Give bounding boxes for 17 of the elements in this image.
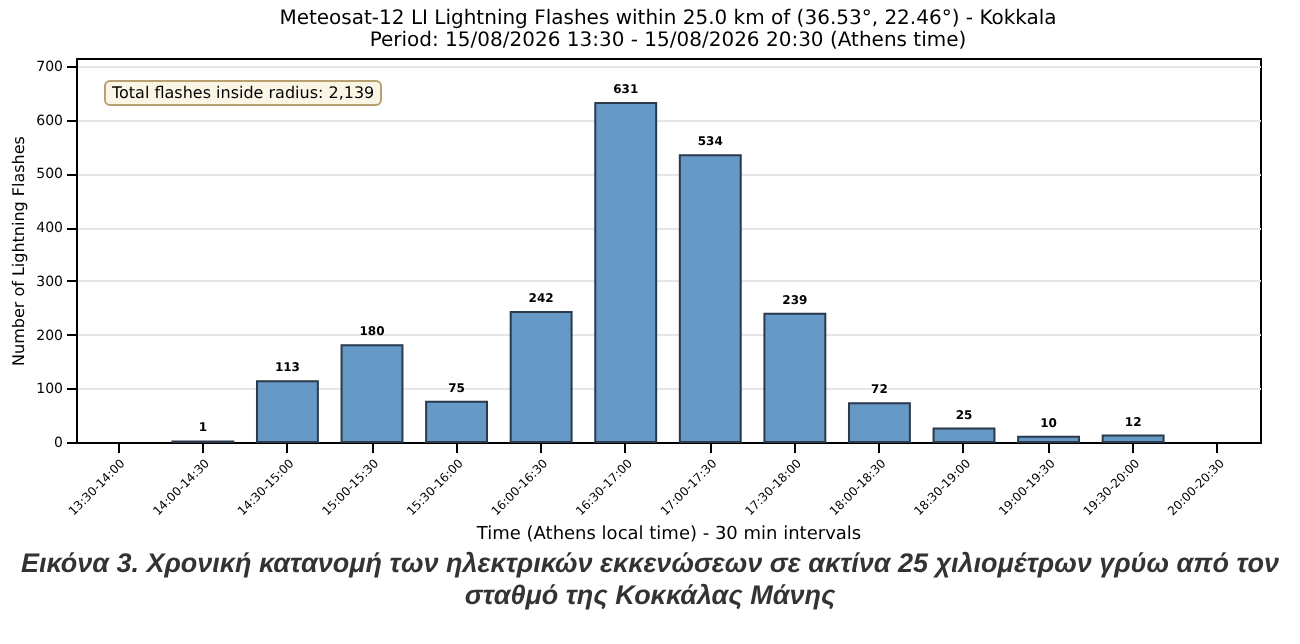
chart-subtitle: Period: 15/08/2026 13:30 - 15/08/2026 20:30 (Athens time) xyxy=(369,30,967,52)
bar xyxy=(594,102,658,443)
bar xyxy=(1101,434,1165,443)
bar xyxy=(932,427,996,443)
annotation: Total flashes inside radius: 2,139 xyxy=(104,80,383,106)
text: Εικόνα 3. Χρονική κατανομή των ηλεκτρικών εκκενώσεων σε ακτίνα 25 χιλιομέτρων γρύω από τον σταθμό της Κοκκάλας Μάνης xyxy=(18,548,1282,612)
bar xyxy=(678,154,742,443)
chart-title: Meteosat-12 LI Lightning Flashes within 25.0 km of (36.53°, 22.46°) - Kokkala xyxy=(279,8,1057,30)
bar xyxy=(1017,435,1081,443)
x-axis-title: Time (Athens local time) - 30 min intervals xyxy=(474,525,862,546)
bar xyxy=(340,344,404,443)
bar xyxy=(425,400,489,443)
bar xyxy=(255,380,319,443)
y-axis-title: Number of Lightning Flashes xyxy=(10,136,29,366)
bar xyxy=(763,312,827,443)
bar xyxy=(847,402,911,443)
bar xyxy=(509,311,573,443)
